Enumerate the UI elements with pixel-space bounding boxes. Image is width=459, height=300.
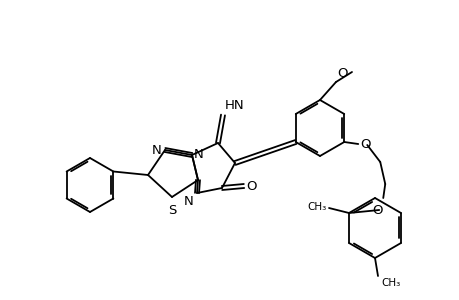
Text: S: S	[168, 204, 176, 217]
Text: O: O	[359, 137, 370, 151]
Text: CH₃: CH₃	[380, 278, 399, 288]
Text: O: O	[246, 179, 256, 193]
Text: CH₃: CH₃	[307, 202, 326, 212]
Text: O: O	[371, 204, 382, 217]
Text: HN: HN	[224, 99, 244, 112]
Text: N: N	[184, 195, 194, 208]
Text: N: N	[194, 148, 203, 160]
Text: O: O	[336, 67, 347, 80]
Text: N: N	[152, 143, 162, 157]
